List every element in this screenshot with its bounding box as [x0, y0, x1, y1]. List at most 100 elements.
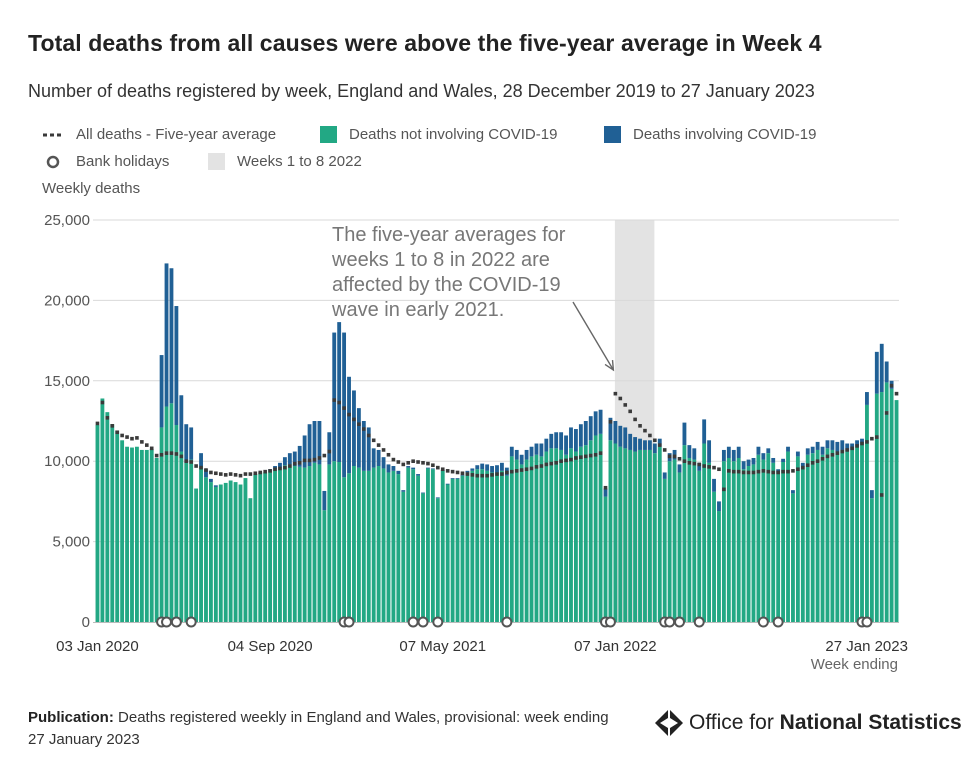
bar-non-covid: [356, 467, 361, 622]
legend-item-non-covid[interactable]: Deaths not involving COVID-19: [320, 126, 557, 143]
bank-holiday-marker: [674, 616, 686, 628]
bar-non-covid: [495, 472, 499, 622]
bar-non-covid: [337, 462, 342, 622]
bar-non-covid: [282, 465, 287, 622]
average-marker: [727, 469, 731, 473]
average-marker: [776, 470, 780, 475]
average-marker: [702, 464, 706, 468]
average-marker: [593, 452, 598, 457]
bar-covid: [366, 427, 371, 471]
average-marker: [894, 391, 899, 396]
x-axis-label: Week ending: [811, 656, 898, 673]
average-marker: [692, 461, 697, 466]
bar-non-covid: [430, 469, 435, 622]
y-tick-label: 15,000: [44, 373, 90, 390]
average-marker: [677, 456, 682, 461]
average-marker: [579, 455, 583, 459]
bar-non-covid: [475, 469, 480, 622]
ons-brand[interactable]: Office for National Statistics: [655, 710, 962, 736]
legend-item-holidays[interactable]: Bank holidays: [42, 153, 169, 170]
average-marker: [835, 451, 840, 455]
bar-non-covid: [455, 478, 460, 622]
average-marker: [248, 472, 253, 476]
bar-non-covid: [149, 449, 154, 622]
average-marker: [475, 473, 480, 478]
bar-non-covid: [366, 470, 371, 622]
average-marker: [613, 391, 618, 396]
bar-covid: [741, 461, 746, 470]
bar-non-covid: [588, 440, 593, 622]
average-marker: [485, 473, 489, 478]
bar-non-covid: [677, 472, 682, 622]
average-marker: [268, 469, 272, 473]
average-marker: [406, 461, 411, 465]
annotation-text: wave in early 2021.: [331, 299, 504, 321]
bar-non-covid: [263, 472, 268, 622]
average-marker: [149, 446, 154, 451]
bar-non-covid: [761, 459, 766, 622]
average-marker: [534, 465, 539, 469]
bar-non-covid: [135, 446, 139, 622]
bar-non-covid: [554, 448, 559, 622]
bar-non-covid: [865, 404, 869, 622]
bar-covid: [564, 435, 568, 455]
bar-covid: [766, 448, 771, 454]
bar-non-covid: [184, 462, 189, 622]
bar-covid: [519, 454, 524, 465]
bar-covid: [573, 429, 578, 452]
average-marker: [342, 406, 346, 410]
average-marker: [189, 460, 193, 464]
bar-covid: [282, 457, 287, 466]
legend-item-covid[interactable]: Deaths involving COVID-19: [604, 126, 816, 143]
x-tick-label: 27 Jan 2023: [825, 638, 908, 655]
average-marker: [731, 469, 736, 474]
bar-covid: [751, 457, 756, 465]
average-marker: [653, 438, 657, 443]
bank-holiday-marker: [693, 616, 705, 628]
bar-covid: [445, 483, 450, 485]
average-marker: [850, 446, 854, 451]
bar-non-covid: [845, 451, 850, 622]
bar-non-covid: [352, 466, 356, 622]
bar-non-covid: [667, 461, 672, 622]
legend-item-average[interactable]: All deaths - Five-year average: [42, 126, 276, 143]
average-marker: [603, 485, 608, 490]
bar-covid: [509, 446, 514, 457]
average-marker: [140, 440, 144, 444]
average-marker: [608, 420, 613, 424]
bar-covid: [337, 322, 342, 463]
average-marker: [569, 457, 573, 462]
legend-item-shade[interactable]: Weeks 1 to 8 2022: [208, 153, 362, 170]
bar-non-covid: [332, 461, 337, 622]
y-tick-label: 25,000: [44, 212, 90, 229]
average-marker: [707, 465, 711, 469]
bar-covid: [371, 448, 376, 468]
bar-non-covid: [253, 474, 258, 622]
bank-holiday-marker: [161, 616, 173, 628]
bar-covid: [761, 453, 766, 460]
bar-covid: [820, 446, 825, 455]
bar-non-covid: [549, 448, 554, 622]
average-marker: [209, 470, 213, 475]
bar-covid: [638, 438, 642, 450]
average-marker: [436, 465, 440, 470]
average-marker: [391, 457, 396, 462]
bar-covid: [800, 462, 805, 468]
bar-covid: [416, 474, 421, 476]
bar-covid: [386, 464, 391, 473]
average-marker: [529, 466, 534, 471]
bar-non-covid: [795, 456, 800, 622]
bar-covid: [618, 425, 623, 447]
bar-covid: [352, 390, 356, 467]
bar-covid: [174, 306, 179, 426]
bar-non-covid: [223, 482, 228, 622]
bar-non-covid: [771, 462, 776, 622]
bar-covid: [840, 440, 845, 450]
bank-holiday-marker: [407, 616, 419, 628]
average-marker: [559, 459, 563, 463]
bar-non-covid: [500, 470, 504, 622]
average-marker: [544, 462, 549, 467]
bar-non-covid: [218, 484, 223, 622]
bar-non-covid: [810, 453, 815, 622]
average-marker: [292, 461, 297, 466]
